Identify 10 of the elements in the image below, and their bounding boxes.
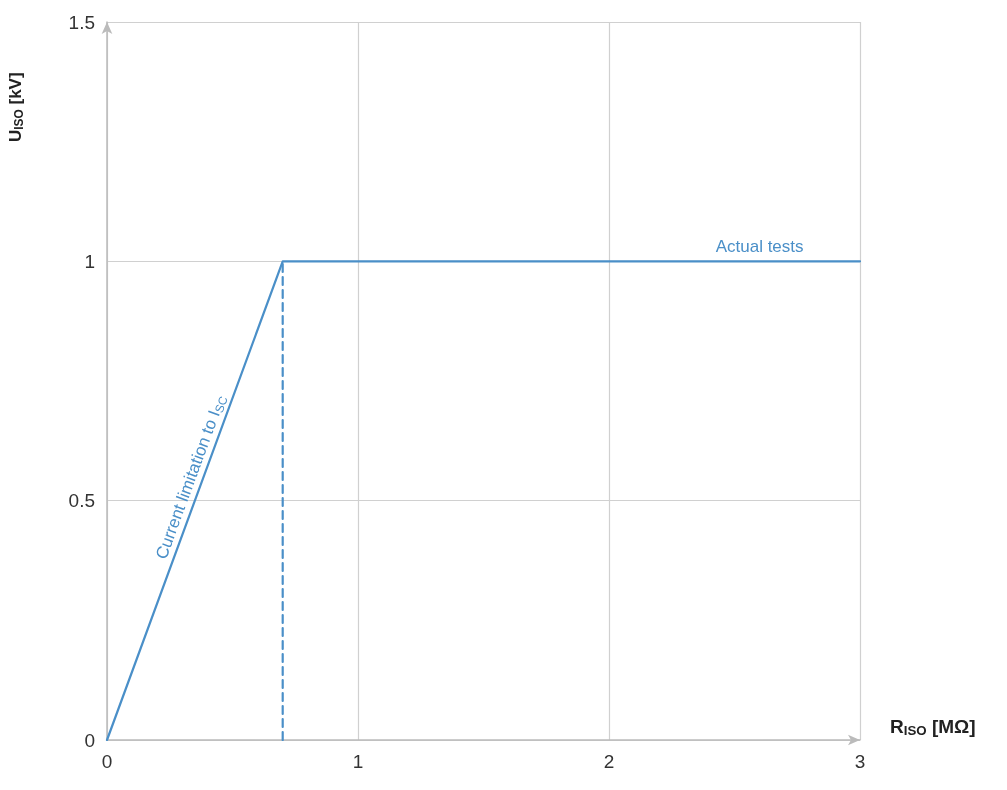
x-tick-label: 2	[603, 751, 615, 772]
x-tick-label: 3	[854, 751, 866, 772]
y-tick-label: 0	[84, 729, 95, 751]
x-tick-label: 0	[101, 751, 113, 772]
y-tick-label: 1.5	[68, 11, 95, 33]
y-axis-title: UISO [kV]	[5, 72, 26, 142]
x-tick-label: 1	[352, 751, 364, 772]
y-tick-label: 0.5	[68, 490, 95, 512]
y-tick-label: 1	[84, 250, 95, 272]
annotation: Actual tests	[715, 237, 804, 257]
